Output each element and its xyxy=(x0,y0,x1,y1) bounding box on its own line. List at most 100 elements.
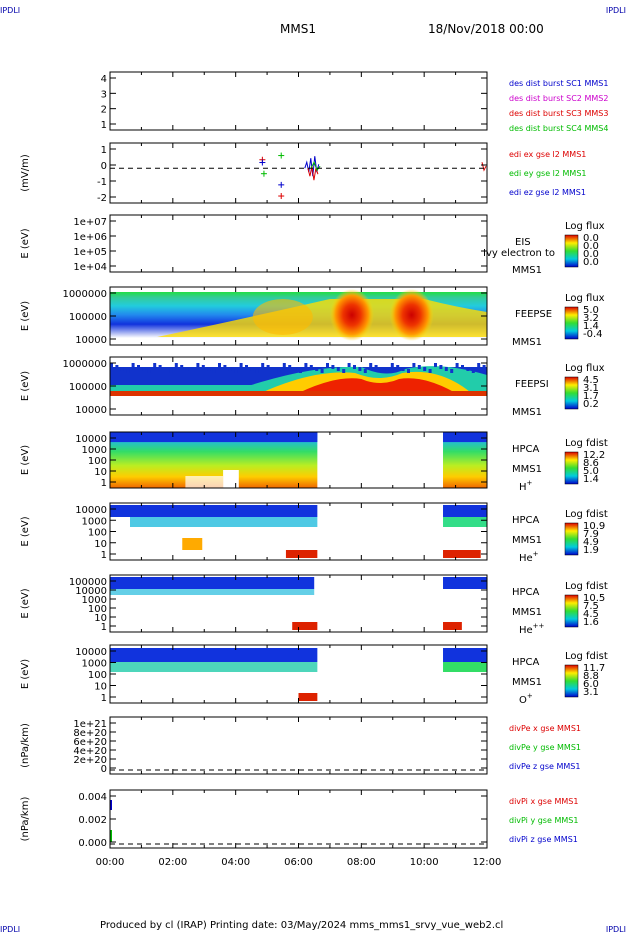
ytick-label: 1 xyxy=(101,478,107,489)
ytick-label: 1 xyxy=(101,622,107,633)
colorbar-tick: 1.6 xyxy=(583,617,599,628)
colorbar-title: Log fdist xyxy=(565,651,608,662)
ytick-label: 10 xyxy=(94,682,107,693)
colorbar xyxy=(564,594,579,628)
ytick-label: 1 xyxy=(101,145,107,156)
corner-label-top-left: IPDLI xyxy=(0,6,21,15)
ytick-label: 1000 xyxy=(82,659,107,670)
spacecraft-name: MMS1 xyxy=(512,535,542,546)
colorbar-tick: 3.2 xyxy=(583,313,599,324)
spacecraft-name: MMS1 xyxy=(512,265,542,276)
spacecraft-name: MMS1 xyxy=(512,337,542,348)
panel-frame-divpi xyxy=(109,789,488,849)
ytick-label: -1 xyxy=(97,177,107,188)
ytick-label: 10000 xyxy=(75,434,107,445)
xtick-label: 00:00 xyxy=(96,857,125,868)
colorbar-tick: 5.0 xyxy=(583,466,599,477)
instrument-name: HPCA xyxy=(512,587,540,598)
corner-label-bottom-right: IPDLI xyxy=(605,925,626,934)
colorbar-tick: 3.1 xyxy=(583,383,599,394)
colorbar-title: Log flux xyxy=(565,363,605,374)
ytick-label: 1 xyxy=(101,120,107,131)
ytick-label: 0.004 xyxy=(78,792,107,803)
ytick-label: 4e+20 xyxy=(73,746,107,757)
ytick-label: 3 xyxy=(101,89,107,100)
ytick-label: 10000 xyxy=(75,505,107,516)
colorbar-tick: 4.5 xyxy=(583,609,599,620)
ylabel-feepsi: E (eV) xyxy=(20,371,31,401)
colorbar xyxy=(564,306,579,340)
colorbar-tick: 12.2 xyxy=(583,450,605,461)
xtick-label: 04:00 xyxy=(221,857,250,868)
colorbar-title: Log fdist xyxy=(565,438,608,449)
ytick-label: 10000 xyxy=(75,335,107,346)
legend-entry: divPi x gse MMS1 xyxy=(509,797,578,806)
data-point xyxy=(278,181,285,188)
colorbar-tick: 7.9 xyxy=(583,529,599,540)
ytick-label: 4 xyxy=(101,74,107,85)
colorbar-tick: 1.9 xyxy=(583,545,599,556)
legend-entry: divPe y gse MMS1 xyxy=(509,743,581,752)
ytick-label: 0 xyxy=(101,161,107,172)
colorbar-tick: 6.0 xyxy=(583,679,599,690)
ylabel-hpca_hepp: E (eV) xyxy=(20,588,31,618)
ytick-label: 10 xyxy=(94,539,107,550)
colorbar xyxy=(564,376,579,410)
colorbar xyxy=(564,522,579,556)
xtick-label: 02:00 xyxy=(158,857,187,868)
legend-entry: divPe z gse MMS1 xyxy=(509,762,580,771)
colorbar xyxy=(564,234,579,268)
legend-entry: des dist burst SC3 MMS3 xyxy=(509,109,608,118)
data-point xyxy=(278,152,285,159)
xtick-label: 06:00 xyxy=(284,857,313,868)
panel-frame-dist xyxy=(109,71,488,131)
colorbar-tick: 0.0 xyxy=(583,257,599,268)
legend-entry: des dist burst SC4 MMS4 xyxy=(509,124,608,133)
xtick-label: 10:00 xyxy=(410,857,439,868)
legend-entry: des dist burst SC1 MMS1 xyxy=(509,79,608,88)
ytick-label: 1e+07 xyxy=(73,217,107,228)
xtick-label: 12:00 xyxy=(473,857,502,868)
species-label: O+ xyxy=(519,692,533,706)
ytick-label: 100 xyxy=(88,670,107,681)
legend-entry: edi ey gse l2 MMS1 xyxy=(509,169,587,178)
legend-entry: divPe x gse MMS1 xyxy=(509,724,581,733)
ylabel-edi: (mV/m) xyxy=(20,154,31,192)
ytick-label: 1000 xyxy=(82,595,107,606)
colorbar-title: Log fdist xyxy=(565,581,608,592)
instrument-name: EIS xyxy=(515,237,531,248)
ytick-label: 0.000 xyxy=(78,838,107,849)
ytick-label: 100 xyxy=(88,604,107,615)
legend-entry: divPi y gse MMS1 xyxy=(509,816,578,825)
species-label: He+ xyxy=(519,550,539,564)
footer-text: Produced by cl (IRAP) Printing date: 03/… xyxy=(100,920,504,931)
instrument-name: HPCA xyxy=(512,515,540,526)
ytick-label: 100 xyxy=(88,456,107,467)
ytick-label: 1000 xyxy=(82,445,107,456)
colorbar-tick: 11.7 xyxy=(583,663,605,674)
spacecraft-name: MMS1 xyxy=(512,677,542,688)
legend-entry: divPi z gse MMS1 xyxy=(509,835,578,844)
instrument-name: HPCA xyxy=(512,657,540,668)
ytick-label: 8e+20 xyxy=(73,728,107,739)
data-point xyxy=(259,159,266,166)
colorbar-title: Log fdist xyxy=(565,509,608,520)
ylabel-eis: E (eV) xyxy=(20,228,31,258)
ylabel-hpca_he: E (eV) xyxy=(20,516,31,546)
legend-entry: edi ez gse l2 MMS1 xyxy=(509,188,586,197)
colorbar-tick: 10.5 xyxy=(583,593,605,604)
instrument-name: FEEPSI xyxy=(515,379,549,390)
spectrogram-artwork xyxy=(110,156,487,842)
ytick-label: 1000000 xyxy=(62,289,107,300)
colorbar-title: Log flux xyxy=(565,293,605,304)
ytick-label: 2e+20 xyxy=(73,755,107,766)
header-date: 18/Nov/2018 00:00 xyxy=(428,22,544,36)
colorbar-tick: 0.0 xyxy=(583,233,599,244)
ylabel-hpca_o: E (eV) xyxy=(20,659,31,689)
ytick-label: 0.002 xyxy=(78,815,107,826)
overlay-note: Ivy electron to xyxy=(483,248,555,259)
colorbar-title: Log flux xyxy=(565,221,605,232)
colorbar-tick: 0.0 xyxy=(583,249,599,260)
colorbar xyxy=(564,451,579,485)
